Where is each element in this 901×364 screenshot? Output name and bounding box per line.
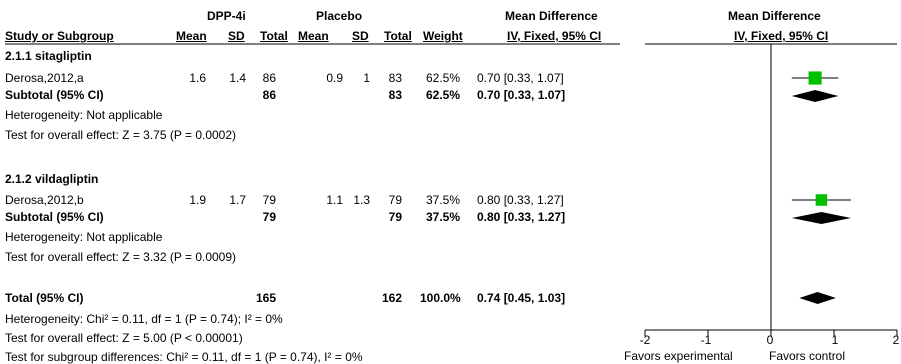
overall-effect-text: Test for overall effect: Z = 3.32 (P = 0… — [5, 250, 237, 264]
subtotal-diamond — [791, 90, 839, 102]
favors-experimental-label: Favors experimental — [624, 349, 733, 363]
subgroup-differences-text: Test for subgroup differences: Chi² = 0.… — [5, 350, 363, 364]
col-sd2: SD — [352, 29, 369, 43]
col-weight: Weight — [423, 29, 463, 43]
study-n2: 79 — [388, 193, 402, 207]
subtotal-label: Subtotal (95% CI) — [5, 210, 104, 224]
total-ci: 0.74 [0.45, 1.03] — [477, 291, 566, 305]
subtotal-weight: 62.5% — [425, 88, 460, 102]
col-total1: Total — [260, 29, 288, 43]
total-weight: 100.0% — [420, 291, 461, 305]
subtotal-ci: 0.70 [0.33, 1.07] — [477, 88, 566, 102]
group2-header: Placebo — [316, 9, 363, 23]
total-n2: 162 — [382, 291, 403, 305]
subgroup-title: 2.1.2 vildagliptin — [5, 172, 99, 186]
subtotal-n1: 86 — [262, 88, 276, 102]
subtotal-diamond — [791, 212, 852, 224]
md-header-left: Mean Difference — [505, 9, 598, 23]
study-square — [808, 71, 822, 85]
study-name: Derosa,2012,a — [5, 71, 84, 85]
study-n1: 79 — [262, 193, 276, 207]
total-overall-effect-text: Test for overall effect: Z = 5.00 (P < 0… — [5, 331, 243, 345]
study-n2: 83 — [388, 71, 402, 85]
x-tick-label: 0 — [766, 333, 774, 347]
total-diamond — [799, 292, 836, 304]
md-header-right: Mean Difference — [728, 9, 821, 23]
study-weight: 62.5% — [425, 71, 460, 85]
study-ci: 0.80 [0.33, 1.27] — [477, 193, 564, 207]
subtotal-n2: 83 — [388, 88, 402, 102]
study-ci: 0.70 [0.33, 1.07] — [477, 71, 564, 85]
subtotal-n2: 79 — [388, 210, 402, 224]
study-sd1: 1.4 — [229, 71, 246, 85]
x-tick-label: 1 — [831, 333, 839, 347]
subtotal-ci: 0.80 [0.33, 1.27] — [477, 210, 566, 224]
study-sd2: 1.3 — [353, 193, 370, 207]
col-sd1: SD — [228, 29, 245, 43]
col-ci-plot: IV, Fixed, 95% CI — [734, 29, 829, 43]
study-name: Derosa,2012,b — [5, 193, 84, 207]
heterogeneity-text: Heterogeneity: Not applicable — [5, 108, 163, 122]
x-tick-label: 2 — [892, 333, 900, 347]
study-mean2: 0.9 — [326, 71, 343, 85]
col-ci: IV, Fixed, 95% CI — [507, 29, 602, 43]
total-n1: 165 — [256, 291, 277, 305]
study-mean1: 1.9 — [189, 193, 206, 207]
study-n1: 86 — [262, 71, 276, 85]
x-tick-label: -1 — [700, 333, 712, 347]
col-study: Study or Subgroup — [5, 29, 114, 43]
subgroup-title: 2.1.1 sitagliptin — [5, 49, 92, 63]
x-tick-label: -2 — [639, 333, 651, 347]
study-sd2: 1 — [363, 71, 370, 85]
favors-control-label: Favors control — [769, 349, 846, 363]
subtotal-n1: 79 — [262, 210, 276, 224]
study-square — [815, 194, 828, 206]
study-sd1: 1.7 — [229, 193, 246, 207]
subtotal-label: Subtotal (95% CI) — [5, 88, 104, 102]
heterogeneity-text: Heterogeneity: Not applicable — [5, 230, 163, 244]
group1-header: DPP-4i — [207, 9, 246, 23]
col-mean2: Mean — [298, 29, 329, 43]
col-mean1: Mean — [176, 29, 207, 43]
total-label: Total (95% CI) — [5, 291, 84, 305]
study-weight: 37.5% — [425, 193, 460, 207]
study-mean1: 1.6 — [189, 71, 206, 85]
subtotal-weight: 37.5% — [425, 210, 460, 224]
study-mean2: 1.1 — [326, 193, 343, 207]
overall-effect-text: Test for overall effect: Z = 3.75 (P = 0… — [5, 128, 237, 142]
total-heterogeneity-text: Heterogeneity: Chi² = 0.11, df = 1 (P = … — [5, 312, 283, 326]
col-total2: Total — [384, 29, 412, 43]
